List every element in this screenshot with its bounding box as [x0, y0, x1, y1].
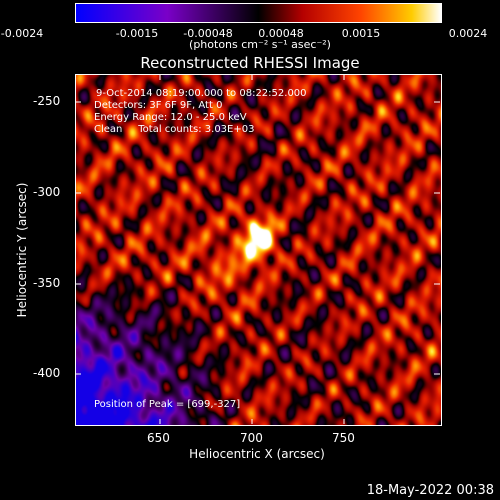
x-axis-label: Heliocentric X (arcsec): [189, 447, 325, 461]
info-line: Detectors: 3F 6F 9F, Att 0: [94, 100, 223, 111]
heatmap-canvas: [76, 75, 441, 425]
y-tick-label: -300: [33, 185, 61, 199]
footer-date: 18-May-2022 00:38: [366, 483, 494, 498]
y-tick-label: -350: [33, 276, 61, 290]
plot-title: Reconstructed RHESSI Image: [140, 54, 360, 72]
x-tick-label: 700: [240, 431, 263, 445]
x-tick-label: 650: [147, 431, 170, 445]
info-line: Clean Total counts: 3.03E+03: [94, 124, 255, 135]
colorbar-tick: 0.00048: [258, 27, 304, 40]
info-line: 9-Oct-2014 08:19:00.000 to 08:22:52.000: [96, 88, 307, 99]
peak-position: Position of Peak = [699,-327]: [94, 399, 241, 410]
colorbar-tick: 0.0024: [448, 27, 488, 40]
colorbar-tick: -0.0024: [0, 27, 44, 40]
x-tick-label: 750: [332, 431, 355, 445]
y-tick-label: -400: [33, 366, 61, 380]
colorbar-tick: -0.0015: [115, 27, 159, 40]
colorbar-units: (photons cm⁻² s⁻¹ asec⁻²): [189, 38, 331, 51]
image-frame: [75, 74, 442, 426]
info-line: Energy Range: 12.0 - 25.0 keV: [94, 112, 247, 123]
colorbar: [75, 3, 442, 23]
colorbar-tick: -0.00048: [183, 27, 233, 40]
colorbar-tick: 0.0015: [341, 27, 381, 40]
y-tick-label: -250: [33, 94, 61, 108]
